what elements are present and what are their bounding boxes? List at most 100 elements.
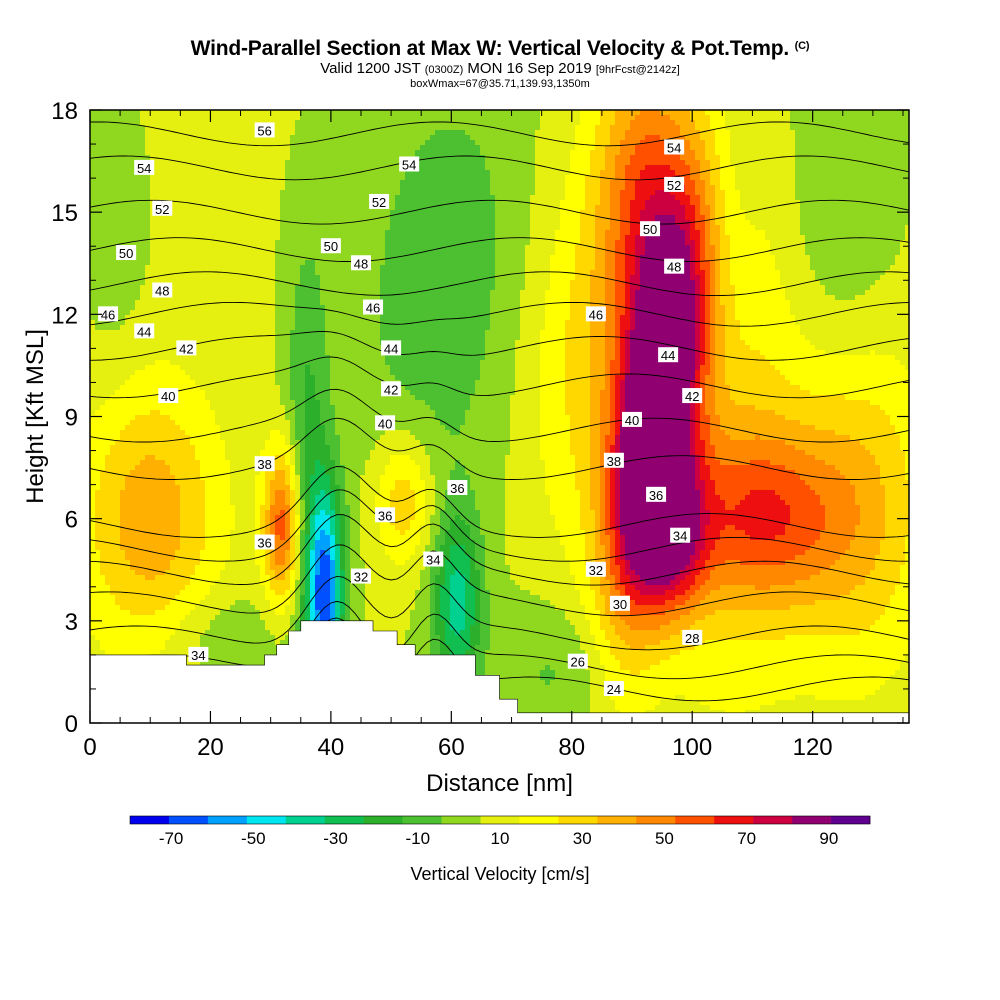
velocity-cell: [490, 150, 496, 156]
velocity-cell: [110, 130, 116, 136]
velocity-cell: [245, 120, 251, 126]
velocity-cell: [615, 135, 621, 141]
velocity-cell: [720, 225, 726, 231]
velocity-cell: [880, 220, 886, 226]
velocity-cell: [625, 170, 631, 176]
velocity-cell: [330, 180, 336, 186]
velocity-cell: [245, 160, 251, 166]
velocity-cell: [500, 195, 506, 201]
velocity-cell: [810, 140, 816, 146]
velocity-cell: [850, 255, 856, 261]
velocity-cell: [360, 225, 366, 231]
velocity-cell: [480, 210, 486, 216]
velocity-cell: [135, 135, 141, 141]
velocity-cell: [530, 185, 536, 191]
velocity-cell: [150, 190, 156, 196]
velocity-cell: [700, 125, 706, 131]
velocity-cell: [505, 170, 511, 176]
velocity-cell: [205, 250, 211, 256]
velocity-cell: [145, 150, 151, 156]
velocity-cell: [900, 150, 906, 156]
velocity-cell: [845, 150, 851, 156]
velocity-cell: [235, 245, 241, 251]
velocity-cell: [370, 235, 376, 241]
velocity-cell: [700, 240, 706, 246]
velocity-cell: [825, 225, 831, 231]
velocity-cell: [725, 240, 731, 246]
velocity-cell: [235, 170, 241, 176]
velocity-cell: [530, 210, 536, 216]
velocity-cell: [565, 200, 571, 206]
velocity-cell: [255, 260, 261, 266]
velocity-cell: [495, 165, 501, 171]
velocity-cell: [445, 155, 451, 161]
velocity-cell: [305, 210, 311, 216]
velocity-cell: [570, 110, 576, 116]
velocity-cell: [200, 150, 206, 156]
velocity-cell: [790, 130, 796, 136]
velocity-cell: [835, 185, 841, 191]
velocity-cell: [760, 205, 766, 211]
velocity-cell: [440, 120, 446, 126]
velocity-cell: [170, 125, 176, 131]
velocity-cell: [520, 245, 526, 251]
velocity-cell: [905, 210, 911, 216]
velocity-cell: [255, 160, 261, 166]
velocity-cell: [590, 155, 596, 161]
velocity-cell: [90, 130, 96, 136]
velocity-cell: [230, 220, 236, 226]
velocity-cell: [220, 155, 226, 161]
velocity-cell: [760, 240, 766, 246]
velocity-cell: [250, 110, 256, 116]
velocity-cell: [100, 225, 106, 231]
velocity-cell: [255, 170, 261, 176]
velocity-cell: [785, 255, 791, 261]
velocity-cell: [720, 180, 726, 186]
velocity-cell: [525, 250, 531, 256]
velocity-cell: [100, 255, 106, 261]
velocity-cell: [305, 235, 311, 241]
velocity-cell: [400, 125, 406, 131]
velocity-cell: [820, 255, 826, 261]
velocity-cell: [250, 115, 256, 121]
velocity-cell: [500, 250, 506, 256]
velocity-cell: [295, 225, 301, 231]
velocity-cell: [115, 230, 121, 236]
velocity-cell: [325, 190, 331, 196]
velocity-cell: [885, 195, 891, 201]
velocity-cell: [585, 110, 591, 116]
velocity-cell: [555, 120, 561, 126]
velocity-cell: [635, 160, 641, 166]
velocity-cell: [840, 215, 846, 221]
velocity-cell: [475, 125, 481, 131]
velocity-cell: [380, 135, 386, 141]
velocity-cell: [745, 195, 751, 201]
velocity-cell: [690, 165, 696, 171]
velocity-cell: [520, 145, 526, 151]
velocity-cell: [280, 195, 286, 201]
velocity-cell: [405, 180, 411, 186]
velocity-cell: [735, 190, 741, 196]
velocity-cell: [700, 150, 706, 156]
velocity-cell: [655, 125, 661, 131]
velocity-cell: [395, 135, 401, 141]
velocity-cell: [315, 110, 321, 116]
velocity-cell: [765, 230, 771, 236]
velocity-cell: [500, 150, 506, 156]
velocity-cell: [155, 180, 161, 186]
velocity-cell: [625, 160, 631, 166]
velocity-cell: [580, 220, 586, 226]
velocity-cell: [460, 160, 466, 166]
velocity-cell: [490, 245, 496, 251]
velocity-cell: [880, 255, 886, 261]
velocity-cell: [410, 125, 416, 131]
velocity-cell: [450, 255, 456, 261]
velocity-cell: [605, 235, 611, 241]
velocity-cell: [730, 200, 736, 206]
velocity-cell: [440, 255, 446, 261]
velocity-cell: [615, 190, 621, 196]
velocity-cell: [190, 225, 196, 231]
velocity-cell: [145, 155, 151, 161]
velocity-cell: [525, 120, 531, 126]
velocity-cell: [250, 240, 256, 246]
